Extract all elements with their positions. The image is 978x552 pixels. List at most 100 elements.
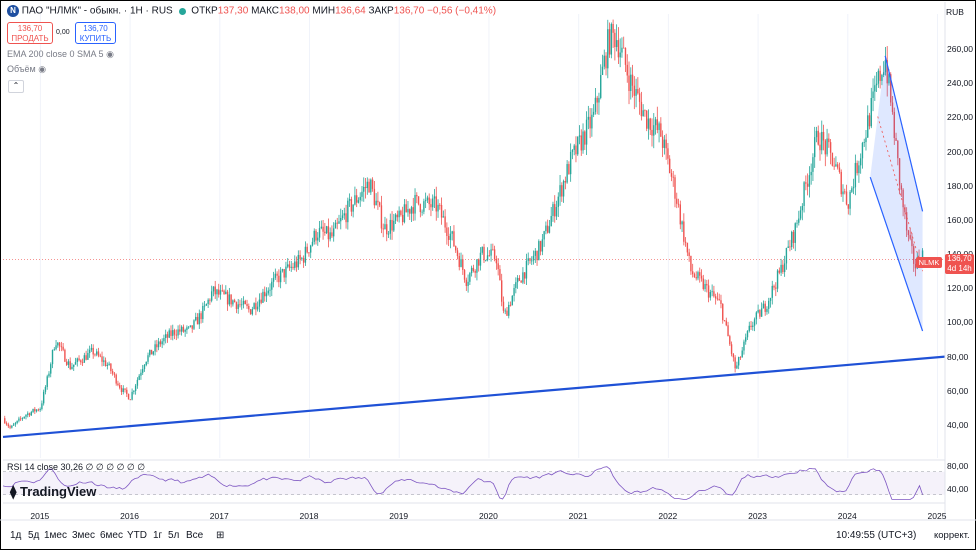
range-button-5[interactable]: YTD (127, 530, 147, 541)
candle-body (288, 264, 291, 268)
candle-body (745, 337, 747, 342)
buy-button[interactable]: 136,70 КУПИТЬ (75, 22, 116, 44)
candle-body (232, 300, 234, 305)
candle-body (732, 353, 735, 358)
bar-countdown: 4d 14h (947, 264, 972, 273)
currency-label[interactable]: RUB (946, 7, 964, 17)
candle-body (785, 247, 788, 264)
candle-body (525, 260, 528, 279)
range-button-3[interactable]: 3мес (72, 530, 95, 541)
candle-body (907, 230, 910, 236)
candle-body (27, 413, 29, 415)
clock[interactable]: 10:49:55 (UTC+3) (836, 530, 917, 541)
candle-body (709, 292, 712, 298)
candle-body (628, 75, 630, 92)
candle-body (759, 309, 761, 317)
candle-body (552, 204, 554, 216)
candle-body (842, 191, 844, 195)
range-button-0[interactable]: 1д (10, 530, 22, 541)
candle-body (417, 196, 420, 205)
eye-icon[interactable]: ◉ (106, 49, 114, 59)
price-tick-label: 200,00 (947, 146, 973, 157)
candle-body (264, 291, 266, 297)
candle-body (898, 158, 901, 186)
candle-body (656, 119, 659, 131)
candle-body (762, 303, 765, 309)
candle-body (191, 325, 193, 329)
tradingview-logo[interactable]: ⧫ TradingView (10, 484, 96, 500)
adjust-button[interactable]: коррект. (934, 530, 970, 541)
candle-body (336, 222, 338, 224)
candle-body (219, 290, 222, 295)
candle-body (829, 142, 832, 153)
candle-body (582, 131, 584, 151)
candle-body (371, 179, 374, 189)
candle-body (554, 204, 556, 217)
candle-body (186, 327, 188, 330)
symbol-name[interactable]: ПАО "НЛМК" - обыкн. · 1Н · RUS (21, 5, 173, 17)
candle-body (355, 195, 358, 203)
candle-body (909, 235, 911, 239)
range-button-6[interactable]: 1г (153, 530, 163, 541)
candle-body (343, 213, 346, 216)
sell-button[interactable]: 136,70 ПРОДАТЬ (7, 22, 53, 44)
candle-body (394, 214, 397, 221)
candle-body (741, 350, 743, 358)
candle-body (302, 258, 305, 263)
candle-body (301, 258, 303, 260)
range-button-2[interactable]: 1мес (44, 530, 67, 541)
rsi-indicator-label[interactable]: RSI 14 close 30,26 ∅ ∅ ∅ ∅ ∅ ∅ (7, 462, 146, 472)
candle-body (872, 91, 874, 98)
range-button-1[interactable]: 5д (28, 530, 40, 541)
candle-body (531, 260, 533, 262)
candle-body (393, 220, 395, 231)
candle-body (265, 293, 268, 297)
candle-body (308, 252, 310, 254)
candle-body (736, 365, 738, 369)
candle-body (562, 180, 565, 197)
candle-body (852, 187, 855, 189)
candle-body (646, 110, 648, 129)
candle-body (729, 336, 731, 345)
candle-body (53, 349, 55, 351)
candle-body (110, 363, 112, 372)
candle-body (287, 264, 289, 267)
candle-body (226, 291, 229, 305)
candle-body (315, 230, 317, 241)
candle-body (647, 118, 650, 129)
candle-body (278, 275, 280, 283)
candle-body (152, 351, 155, 355)
candle-body (515, 282, 517, 288)
candle-body (30, 412, 32, 416)
collapse-legend-button[interactable]: ⌃ (8, 80, 24, 93)
candle-body (451, 231, 453, 234)
candle-body (787, 246, 789, 248)
volume-indicator-label[interactable]: Объём ◉ (7, 64, 46, 75)
date-range-icon[interactable]: ⊞ (216, 530, 225, 541)
ema-indicator-label[interactable]: EMA 200 close 0 SMA 5 ◉ (7, 49, 114, 60)
candle-body (791, 231, 793, 248)
volume-text: Объём (7, 64, 36, 74)
range-button-8[interactable]: Все (186, 530, 204, 541)
candle-body (904, 207, 906, 213)
candle-body (511, 295, 514, 306)
price-tick-label: 40,00 (947, 420, 969, 430)
candle-body (607, 29, 609, 69)
candle-body (824, 140, 827, 155)
candle-body (861, 142, 864, 159)
candle-body (697, 272, 699, 279)
candle-body (720, 300, 722, 304)
candle-body (51, 350, 54, 365)
candle-body (103, 360, 105, 362)
candle-body (577, 136, 579, 155)
candle-body (142, 369, 144, 373)
eye-icon[interactable]: ◉ (38, 64, 47, 74)
candle-body (695, 277, 697, 279)
candle-body (847, 204, 849, 209)
candle-body (690, 255, 692, 272)
candle-body (822, 131, 825, 141)
range-button-7[interactable]: 5л (168, 530, 180, 541)
range-button-4[interactable]: 6мес (100, 530, 123, 541)
candle-body (630, 74, 632, 92)
